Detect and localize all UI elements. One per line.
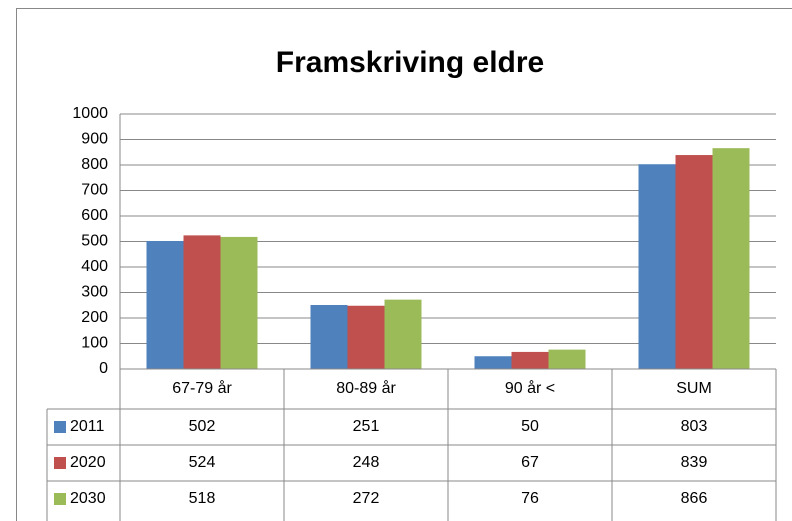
table-value: 524 xyxy=(189,454,216,471)
y-tick-label: 900 xyxy=(81,131,108,148)
x-tick-label: 67-79 år xyxy=(172,379,232,397)
table-value: 518 xyxy=(189,490,216,507)
table-value: 272 xyxy=(353,490,380,507)
legend-swatch xyxy=(54,457,66,469)
bar xyxy=(638,164,676,369)
table-value: 866 xyxy=(681,490,708,507)
x-tick-label: 90 år < xyxy=(505,379,555,397)
bar xyxy=(712,148,750,369)
x-tick-label: 80-89 år xyxy=(336,379,396,397)
bar xyxy=(675,155,713,369)
bar xyxy=(548,349,586,369)
bar xyxy=(146,240,184,369)
y-tick-label: 300 xyxy=(81,284,108,301)
table-value: 839 xyxy=(681,454,708,471)
table-value: 251 xyxy=(353,418,380,435)
table-value: 50 xyxy=(521,418,539,435)
y-tick-label: 100 xyxy=(81,335,108,352)
legend-label: 2020 xyxy=(70,454,106,471)
y-tick-label: 400 xyxy=(81,258,108,275)
bar xyxy=(511,351,549,369)
legend-label: 2011 xyxy=(70,418,105,435)
chart-title: Framskriving eldre xyxy=(276,46,544,79)
x-tick-label: SUM xyxy=(676,380,712,397)
bar xyxy=(384,299,422,369)
bar xyxy=(474,356,512,369)
table-value: 803 xyxy=(681,418,708,435)
y-tick-label: 0 xyxy=(99,360,108,377)
y-tick-label: 800 xyxy=(81,156,108,173)
y-tick-label: 600 xyxy=(81,207,108,224)
y-tick-label: 200 xyxy=(81,309,108,326)
bar xyxy=(183,235,221,369)
bar xyxy=(220,236,258,369)
legend-swatch xyxy=(54,493,66,505)
bar xyxy=(310,304,348,369)
table-value: 76 xyxy=(521,490,539,507)
table-value: 502 xyxy=(189,418,216,435)
legend-label: 2030 xyxy=(70,490,106,507)
table-value: 248 xyxy=(353,454,380,471)
y-tick-label: 1000 xyxy=(72,105,108,122)
y-tick-label: 700 xyxy=(81,182,108,199)
table-value: 67 xyxy=(521,454,539,471)
legend-swatch xyxy=(54,421,66,433)
bar xyxy=(347,305,385,369)
y-tick-label: 500 xyxy=(81,233,108,250)
